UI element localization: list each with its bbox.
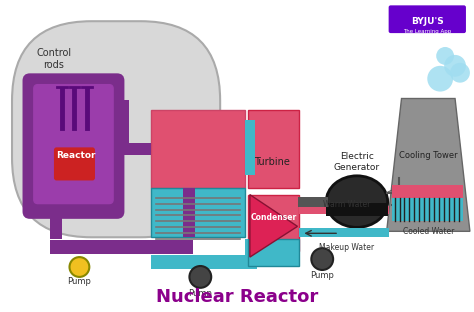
Text: Pump: Pump: [188, 289, 212, 298]
Bar: [151, 188, 245, 237]
FancyBboxPatch shape: [389, 5, 466, 33]
Polygon shape: [387, 99, 470, 231]
Circle shape: [427, 66, 453, 92]
Bar: [151, 255, 250, 269]
Bar: [300, 206, 389, 214]
Bar: [117, 100, 129, 155]
Text: Cooled Water: Cooled Water: [402, 227, 454, 236]
Bar: [392, 197, 463, 222]
Text: Cooling Tower: Cooling Tower: [399, 150, 457, 159]
Circle shape: [436, 47, 454, 65]
Text: Control
rods: Control rods: [36, 48, 71, 70]
Text: Electric
Generator: Electric Generator: [334, 152, 380, 172]
Bar: [248, 110, 300, 188]
Bar: [117, 143, 151, 155]
Text: BYJU'S: BYJU'S: [411, 17, 444, 26]
FancyBboxPatch shape: [12, 21, 220, 237]
Text: Condenser: Condenser: [251, 213, 297, 222]
Bar: [50, 180, 62, 239]
Text: Reactor: Reactor: [56, 150, 95, 159]
Bar: [300, 228, 389, 237]
FancyBboxPatch shape: [24, 75, 123, 217]
Circle shape: [444, 55, 466, 77]
Circle shape: [450, 63, 470, 83]
Bar: [50, 240, 193, 254]
Bar: [248, 239, 300, 266]
Bar: [151, 110, 245, 188]
FancyBboxPatch shape: [55, 148, 94, 180]
Text: Turbine: Turbine: [254, 157, 290, 167]
Text: The Learning App: The Learning App: [403, 29, 451, 34]
Bar: [326, 202, 388, 217]
Bar: [245, 120, 255, 175]
Circle shape: [70, 257, 89, 277]
Bar: [248, 195, 300, 251]
Polygon shape: [250, 195, 298, 257]
Bar: [245, 239, 257, 269]
FancyBboxPatch shape: [34, 85, 113, 203]
Bar: [183, 188, 195, 237]
Bar: [299, 197, 328, 207]
Bar: [392, 185, 463, 197]
Text: Warm Water: Warm Water: [323, 200, 371, 209]
Text: Pump: Pump: [67, 277, 91, 286]
Ellipse shape: [326, 176, 388, 227]
Text: Pump: Pump: [310, 271, 334, 280]
Text: Makeup Water: Makeup Water: [319, 243, 374, 252]
Text: Nuclear Reactor: Nuclear Reactor: [156, 288, 318, 306]
Circle shape: [311, 248, 333, 270]
Circle shape: [190, 266, 211, 288]
